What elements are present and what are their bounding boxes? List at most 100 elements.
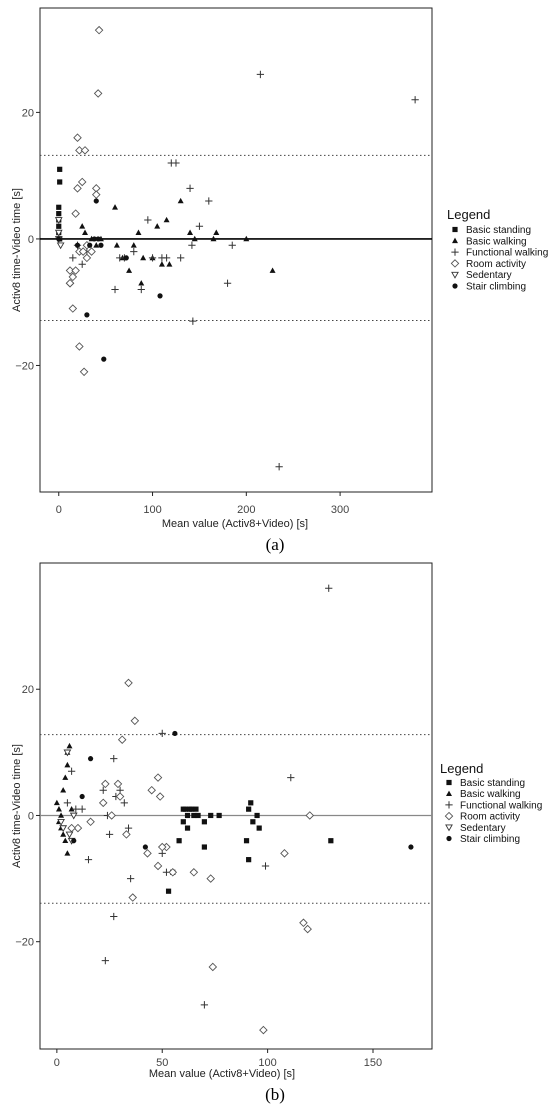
functional-walking-point-b — [120, 799, 128, 807]
legend-label-functional-walking-a: Functional walking — [466, 248, 548, 259]
basic-walking-point-b — [53, 799, 60, 806]
functional-walking-point-a — [256, 70, 265, 79]
functional-walking-point-b — [67, 767, 76, 775]
functional-walking-point-b — [63, 799, 72, 807]
stair-climbing-point-b — [408, 844, 414, 850]
functional-walking-point-b — [126, 874, 135, 883]
basic-standing-point-b — [246, 806, 252, 812]
room-activity-point-a — [80, 146, 90, 155]
room-activity-point-b — [153, 773, 163, 782]
functional-walking-point-a — [111, 285, 119, 294]
sedentary-point-b — [63, 749, 72, 757]
sedentary-point-b — [65, 831, 74, 839]
room-activity-point-a — [68, 272, 78, 282]
basic-walking-point-a — [135, 229, 142, 235]
basic-standing-point-b — [191, 812, 197, 819]
functional-walking-point-a — [78, 260, 86, 268]
room-activity-point-b — [189, 867, 199, 877]
basic-walking-point-a — [79, 223, 86, 229]
basic-walking-point-b — [62, 774, 69, 780]
basic-walking-point-a — [166, 261, 173, 267]
plot-area-b — [39, 562, 433, 1050]
sedentary-marker-icon — [451, 271, 459, 279]
functional-walking-point-b — [84, 856, 93, 864]
room-activity-point-b — [122, 830, 131, 839]
room-activity-point-a — [65, 278, 75, 288]
basic-walking-point-a — [126, 267, 133, 273]
stair-climbing-marker-icon — [452, 283, 458, 289]
basic-walking-point-a — [187, 229, 194, 235]
room-activity-point-b — [115, 792, 125, 801]
room-activity-point-b — [143, 849, 152, 858]
y-axis-label-b: Activ8 time-Video time [s] — [11, 744, 23, 868]
basic-walking-point-b — [60, 787, 67, 793]
y-tick-label-b: −20 — [15, 937, 34, 949]
basic-standing-point-b — [184, 825, 191, 831]
y-tick-label-a: 0 — [28, 234, 34, 246]
room-activity-point-b — [73, 823, 83, 833]
stair-climbing-point-b — [71, 838, 77, 844]
functional-walking-point-a — [172, 159, 180, 167]
basic-standing-point-b — [208, 812, 214, 819]
basic-walking-point-b — [60, 831, 67, 837]
functional-walking-point-b — [105, 830, 114, 839]
functional-walking-point-b — [110, 912, 118, 921]
legend-title-a: Legend — [447, 207, 490, 222]
room-activity-point-b — [117, 735, 127, 745]
room-activity-point-a — [71, 209, 80, 218]
room-activity-point-b — [124, 678, 133, 688]
sedentary-point-b — [57, 818, 65, 826]
y-tick-label-b: 0 — [28, 810, 34, 822]
functional-walking-point-b — [124, 824, 133, 832]
functional-walking-point-b — [158, 729, 166, 738]
room-activity-point-a — [82, 253, 92, 263]
basic-standing-point-a — [57, 179, 63, 185]
room-activity-point-b — [153, 861, 163, 871]
basic-walking-point-a — [158, 261, 165, 267]
basic-walking-point-b — [55, 806, 62, 812]
room-activity-point-a — [87, 247, 96, 256]
basic-standing-point-b — [328, 838, 334, 844]
room-activity-point-b — [208, 962, 218, 972]
x-tick-label-a: 200 — [237, 504, 255, 516]
x-tick-label-b: 0 — [54, 1057, 60, 1069]
functional-walking-point-b — [72, 805, 80, 813]
legend-label-sedentary-a: Sedentary — [466, 270, 512, 281]
basic-walking-point-b — [68, 806, 75, 812]
x-tick-label-b: 100 — [258, 1057, 276, 1069]
basic-walking-point-a — [112, 204, 119, 210]
room-activity-point-a — [78, 247, 88, 256]
stair-climbing-point-a — [95, 236, 101, 242]
functional-walking-point-b — [101, 956, 109, 965]
functional-walking-point-a — [188, 241, 196, 249]
stair-climbing-point-a — [101, 356, 107, 362]
stair-climbing-marker-icon — [446, 835, 452, 842]
basic-walking-point-a — [82, 229, 89, 235]
basic-walking-point-a — [213, 229, 220, 235]
stair-climbing-point-a — [98, 242, 104, 248]
basic-walking-point-a — [163, 216, 170, 223]
basic-standing-point-b — [201, 844, 207, 850]
functional-walking-point-a — [186, 184, 194, 192]
x-tick-label-b: 50 — [156, 1057, 168, 1069]
basic-standing-marker-icon — [446, 779, 452, 786]
basic-standing-point-b — [176, 838, 182, 844]
legend-label-room-activity-b: Room activity — [460, 812, 520, 823]
functional-walking-point-a — [177, 254, 185, 262]
stair-climbing-point-a — [84, 312, 90, 318]
basic-walking-point-b — [64, 761, 71, 768]
basic-walking-point-a — [154, 223, 161, 229]
legend-label-sedentary-b: Sedentary — [460, 823, 506, 834]
room-activity-point-a — [75, 342, 84, 351]
basic-standing-point-b — [250, 819, 256, 825]
functional-walking-point-b — [200, 1001, 209, 1009]
basic-walking-marker-icon — [446, 790, 452, 797]
basic-standing-point-b — [189, 806, 195, 812]
room-activity-point-b — [130, 716, 140, 726]
functional-walking-point-a — [137, 285, 145, 294]
stair-climbing-point-b — [79, 793, 85, 800]
legend-label-stair-climbing-a: Stair climbing — [466, 282, 526, 293]
basic-walking-point-a — [130, 242, 137, 248]
basic-standing-point-b — [243, 838, 250, 844]
